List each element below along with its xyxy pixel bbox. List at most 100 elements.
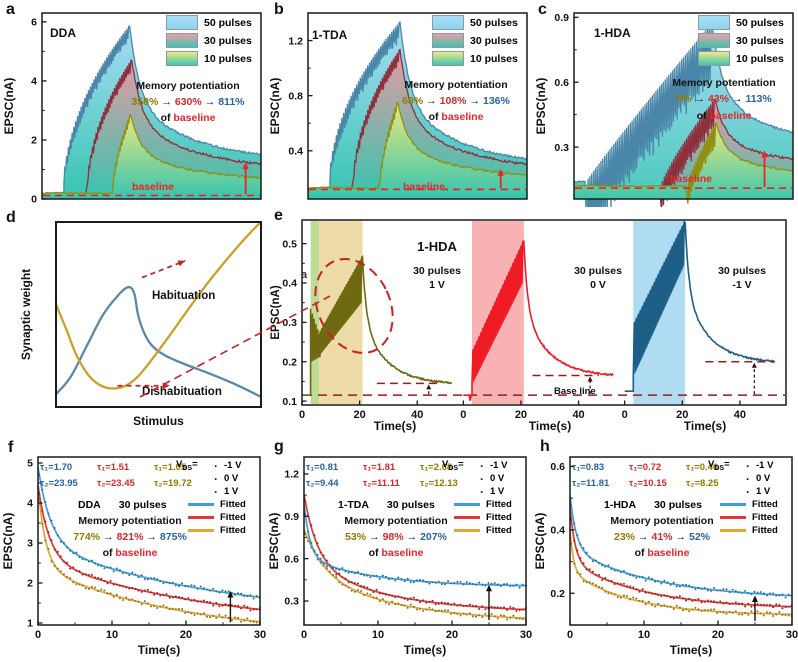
panel-f-chart: 1 2 3 4 5 0 10 20 30 Time(s) EPSC(nA) [1, 456, 266, 657]
svg-text:EPSC(nA): EPSC(nA) [533, 513, 547, 570]
legend-item: 30 pulses [698, 33, 784, 48]
legend-item: · 1 V [442, 484, 512, 499]
svg-text:0: 0 [622, 409, 628, 421]
fitted-label: Fitted [752, 512, 778, 523]
volt-label: -1 V [490, 460, 508, 471]
svg-text:4: 4 [31, 76, 37, 88]
panel-letter-b: b [274, 1, 284, 18]
svg-text:0.5: 0.5 [282, 238, 297, 250]
svg-text:0.3: 0.3 [282, 317, 297, 329]
panel-c-chart: 0.3 0.6 0.9 EPSC(nA) [534, 12, 794, 207]
svg-text:20: 20 [180, 629, 192, 641]
panel-letter-d: d [6, 209, 16, 226]
legend-label: 30 pulses [736, 34, 784, 47]
svg-text:EPSC(nA): EPSC(nA) [270, 285, 282, 339]
pulse-legend: 50 pulses 30 pulses 10 pulses [698, 15, 784, 66]
svg-text:Time(s): Time(s) [670, 643, 712, 657]
fitted-label: Fitted [220, 525, 246, 536]
legend-item: 50 pulses [698, 15, 784, 30]
panel-g-chart: 0.3 0.6 0.9 1.2 0 10 20 30 Time(s) EPSC(nA) [267, 456, 532, 657]
panel-h-chart: 0.2 0.4 0.6 0 10 20 30 Time(s) EPSC(nA) [533, 456, 798, 657]
tau1-olive: τ₁=0.46 [686, 462, 719, 473]
fitted-label: Fitted [752, 525, 778, 536]
svg-text:20: 20 [446, 629, 458, 641]
legend-label: 50 pulses [204, 16, 252, 29]
svg-text:40: 40 [734, 409, 746, 421]
legend-swatch-30 [698, 33, 730, 48]
dot-marker: · [214, 471, 218, 486]
legend-swatch-10 [166, 51, 198, 66]
legend-label: 50 pulses [736, 16, 784, 29]
fitted-line-blue [454, 503, 480, 506]
fitted-line-red [720, 516, 746, 519]
vds-legend: VDS= · -1 V · 0 V · 1 V Fitted Fitted Fitted [708, 459, 778, 537]
svg-text:Time(s): Time(s) [138, 643, 180, 657]
legend-item: 10 pulses [166, 51, 252, 66]
svg-text:4: 4 [27, 498, 33, 510]
tau1-blue: τ₁=0.83 [572, 462, 605, 473]
svg-text:EPSC(nA): EPSC(nA) [2, 78, 16, 135]
svg-text:0.3: 0.3 [554, 142, 569, 154]
svg-text:0.1: 0.1 [282, 396, 297, 408]
volt-label: 0 V [224, 473, 239, 484]
svg-text:0: 0 [567, 629, 573, 641]
panel-e: 0 20 40 0 20 40 0 20 40 0.1 0.2 0.3 0.4 0.5 EPSC(nA) e… [268, 207, 798, 437]
material-label: DDA [78, 499, 101, 511]
dot-marker: · [480, 484, 484, 499]
legend-item: Fitted [442, 524, 512, 537]
dot-marker: · [480, 458, 484, 473]
tau2-olive: τ₂=12.13 [420, 478, 458, 489]
volt-label: 1 V [756, 486, 771, 497]
legend-label: 30 pulses [470, 34, 518, 47]
svg-text:1.2: 1.2 [284, 469, 299, 481]
fitted-label: Fitted [220, 499, 246, 510]
panel-d-chart: Stimulus Synaptic weight [19, 221, 262, 428]
fitted-line-red [454, 516, 480, 519]
svg-text:0.2: 0.2 [282, 356, 297, 368]
svg-text:0.6: 0.6 [550, 461, 565, 473]
svg-text:10: 10 [372, 629, 384, 641]
legend-item: Fitted [442, 498, 512, 511]
volt-label: 1 V [490, 486, 505, 497]
vds-legend: VDS= · -1 V · 0 V · 1 V Fitted Fitted Fitted [176, 459, 246, 537]
svg-text:40: 40 [572, 409, 584, 421]
legend-item: 50 pulses [432, 15, 518, 30]
tau1-olive: τ₁=1.05 [154, 462, 187, 473]
fitted-label: Fitted [486, 499, 512, 510]
tau2-red: τ₂=11.11 [363, 478, 400, 489]
legend-swatch-30 [432, 33, 464, 48]
fitted-label: Fitted [486, 512, 512, 523]
panel-letter-c: c [538, 1, 547, 18]
pulses-label: 30 pulses [386, 499, 435, 511]
tau1-values: τ₁=1.70 τ₁=1.51 τ₁=1.05 [40, 462, 211, 473]
legend-label: 10 pulses [736, 52, 784, 65]
legend-item: · 0 V [708, 472, 778, 486]
volt-label: 0 V [756, 473, 771, 484]
svg-text:0: 0 [35, 629, 41, 641]
fitted-line-yellow [720, 529, 746, 532]
svg-text:0.8: 0.8 [288, 90, 303, 102]
legend-item: 30 pulses [432, 33, 518, 48]
dot-marker: · [746, 484, 750, 499]
panel-letter-f: f [8, 439, 14, 456]
tau1-red: τ₁=0.72 [629, 462, 662, 473]
svg-text:0.2: 0.2 [550, 588, 565, 600]
dot-marker: · [480, 471, 484, 486]
panel-f-title: DDA 30 pulses [78, 499, 167, 511]
svg-text:EPSC(nA): EPSC(nA) [268, 78, 282, 135]
volt-label: -1 V [224, 460, 242, 471]
fitted-line-yellow [454, 529, 480, 532]
volt-label: -1 V [756, 460, 774, 471]
svg-text:EPSC(nA): EPSC(nA) [534, 78, 548, 135]
svg-text:0: 0 [31, 194, 37, 206]
svg-text:Time(s): Time(s) [404, 643, 446, 657]
panel-a: 0 2 4 6 EPSC(nA) a DDA 50 pulses 30 pulses 1… [0, 0, 266, 207]
legend-item: · 0 V [176, 471, 246, 486]
tau2-olive: τ₂=8.25 [686, 478, 719, 489]
svg-text:20: 20 [515, 409, 527, 421]
tau2-blue: τ₂=11.81 [572, 478, 610, 489]
material-label: 1-HDA [604, 499, 637, 511]
tau2-olive: τ₂=19.72 [154, 478, 192, 489]
legend-item: Fitted [176, 498, 246, 511]
vds-label: VDS= [176, 459, 198, 472]
